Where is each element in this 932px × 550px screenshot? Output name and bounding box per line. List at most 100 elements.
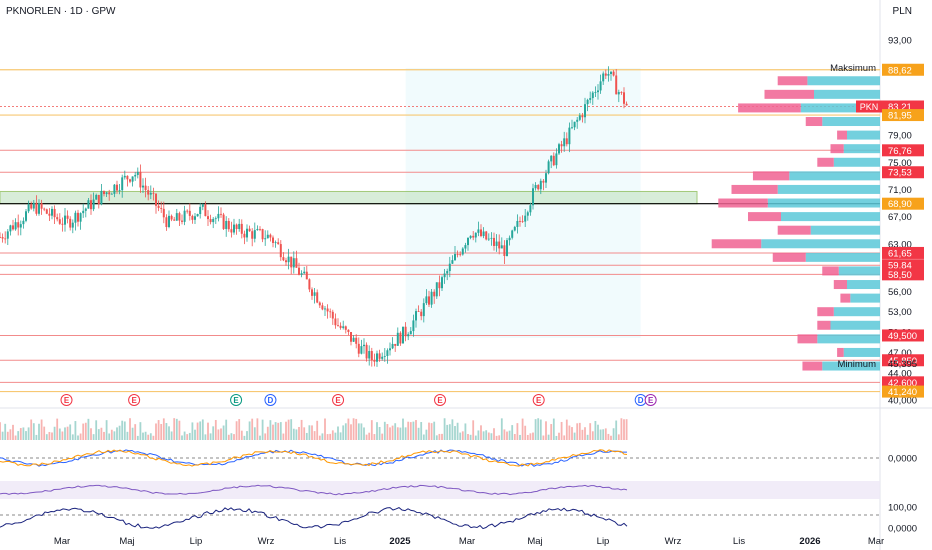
price-label-value: 49,500 bbox=[888, 331, 917, 342]
osc-axis-label: 0,0000 bbox=[888, 454, 917, 465]
price-label-badge bbox=[882, 144, 924, 157]
candle-body bbox=[240, 223, 243, 234]
volume-bar bbox=[365, 434, 368, 440]
price-series bbox=[0, 66, 628, 367]
price-label-value: 81,95 bbox=[888, 111, 912, 122]
price-label-badge bbox=[882, 329, 924, 342]
osc-axis-label: 0,0000 bbox=[888, 524, 917, 535]
volume-bar bbox=[594, 420, 597, 440]
volume-bar bbox=[420, 422, 423, 440]
volume-bar bbox=[204, 434, 207, 440]
volume-bar bbox=[378, 427, 381, 440]
candle-body bbox=[201, 204, 204, 207]
candle-body bbox=[381, 356, 384, 359]
volume-bar bbox=[511, 425, 514, 440]
volume-bar bbox=[550, 424, 553, 440]
volume-bar bbox=[334, 432, 337, 440]
volume-bar bbox=[623, 419, 625, 440]
volume-bar bbox=[422, 434, 425, 440]
price-tick-label: 79,00 bbox=[888, 131, 912, 142]
candle-body bbox=[74, 212, 77, 223]
volume-bar bbox=[313, 431, 316, 440]
volume-bar bbox=[212, 426, 215, 440]
vp-bar-buy bbox=[843, 347, 880, 357]
vp-bar-buy bbox=[761, 239, 880, 249]
candle-body bbox=[376, 353, 378, 362]
volume-bar bbox=[246, 431, 248, 440]
candle-body bbox=[326, 308, 329, 312]
volume-bar bbox=[230, 433, 233, 440]
volume-bar bbox=[259, 435, 261, 440]
volume-bar bbox=[409, 422, 412, 440]
price-label-value: 88,62 bbox=[888, 65, 912, 76]
volume-bar bbox=[428, 422, 430, 440]
volume-bar bbox=[32, 423, 35, 440]
candle-body bbox=[422, 303, 425, 317]
vp-bar-sell bbox=[817, 307, 834, 317]
volume-bar bbox=[311, 425, 313, 440]
candle-body bbox=[363, 344, 365, 347]
volume-bar bbox=[526, 434, 529, 440]
volume-bar bbox=[597, 424, 599, 440]
candle-body bbox=[259, 228, 261, 230]
volume-bar bbox=[6, 431, 9, 440]
time-tick-label: Mar bbox=[868, 536, 884, 547]
volume-bar bbox=[350, 424, 352, 440]
candle-body bbox=[446, 271, 449, 274]
candle-body bbox=[625, 103, 628, 106]
candle-body bbox=[248, 228, 251, 232]
volume-bar bbox=[446, 424, 449, 440]
event-marker-label: D bbox=[638, 396, 644, 405]
vp-bar-buy bbox=[767, 198, 880, 208]
volume-bar bbox=[576, 423, 579, 440]
candle-body bbox=[602, 73, 605, 82]
volume-bar bbox=[248, 421, 251, 440]
candle-body bbox=[584, 104, 586, 118]
volume-bar bbox=[454, 426, 456, 440]
volume-bar bbox=[181, 435, 183, 440]
candle-body bbox=[503, 245, 506, 256]
volume-bar bbox=[467, 434, 469, 440]
candle-body bbox=[435, 282, 438, 297]
volume-bar bbox=[201, 419, 204, 440]
volume-bar bbox=[433, 421, 436, 440]
volume-bar bbox=[1, 431, 4, 440]
volume-bar bbox=[602, 429, 605, 440]
volume-bar bbox=[376, 422, 378, 440]
candle-body bbox=[339, 325, 342, 328]
vp-bar-buy bbox=[817, 334, 880, 344]
candle-body bbox=[181, 220, 183, 222]
candle-body bbox=[66, 215, 69, 219]
candle-body bbox=[175, 213, 178, 221]
volume-bar bbox=[368, 432, 371, 440]
volume-bar bbox=[217, 429, 220, 440]
candle-body bbox=[350, 331, 352, 342]
volume-bar bbox=[144, 431, 147, 440]
candle-body bbox=[305, 271, 308, 280]
candle-body bbox=[591, 92, 594, 99]
osc-axis-label: 100,00 bbox=[888, 503, 917, 514]
volume-bar bbox=[331, 430, 334, 440]
time-tick-label: 2026 bbox=[799, 536, 820, 547]
candle-body bbox=[571, 127, 573, 129]
candle-body bbox=[425, 296, 428, 304]
volume-bar bbox=[165, 423, 168, 440]
price-label-value: 42,600 bbox=[888, 378, 917, 389]
vp-bar-buy bbox=[830, 320, 880, 330]
volume-bar bbox=[105, 420, 108, 440]
volume-bar bbox=[386, 424, 389, 440]
candle-body bbox=[290, 256, 293, 268]
volume-bar bbox=[542, 435, 545, 440]
volume-bar bbox=[404, 427, 407, 440]
price-label-value: 45,850 bbox=[888, 356, 917, 367]
candle-body bbox=[38, 203, 40, 214]
volume-bar bbox=[344, 423, 347, 440]
volume-bar bbox=[100, 427, 103, 440]
candle-body bbox=[113, 184, 116, 194]
volume-bar bbox=[0, 422, 1, 440]
volume-bar bbox=[503, 429, 506, 440]
candle-body bbox=[615, 75, 618, 95]
volume-bar bbox=[506, 431, 508, 440]
